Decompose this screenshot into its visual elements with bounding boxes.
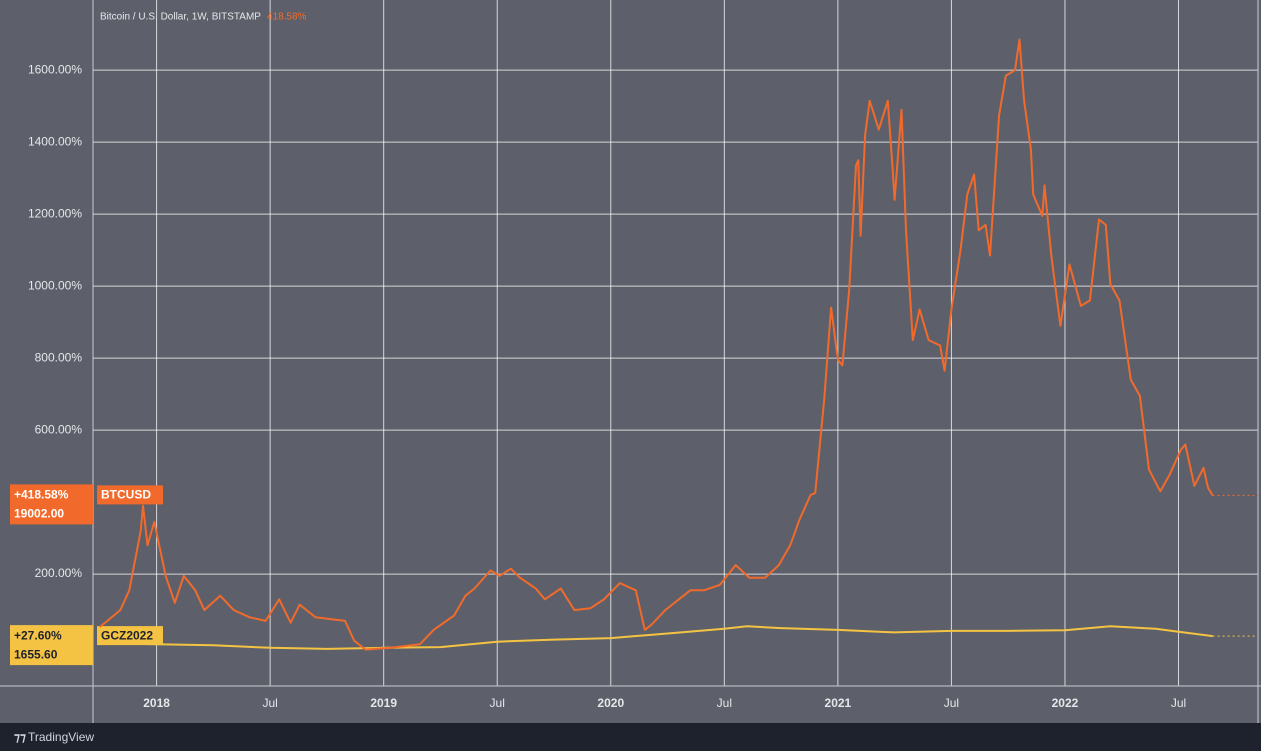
- y-tick-label: 1200.00%: [28, 206, 82, 220]
- y-tick-label: 200.00%: [35, 566, 83, 580]
- series-line: [99, 38, 1214, 651]
- legend-label: BTCUSD: [101, 488, 151, 502]
- badge-percent: +418.58%: [14, 488, 69, 502]
- badge-percent: +27.60%: [14, 628, 62, 642]
- x-tick-label: 2018: [143, 696, 170, 710]
- background: [0, 0, 1261, 723]
- x-tick-label: 2021: [825, 696, 852, 710]
- y-tick-label: 1000.00%: [28, 278, 82, 292]
- badge-price: 1655.60: [14, 647, 58, 661]
- y-tick-label: 800.00%: [35, 350, 83, 364]
- series-name-badge: [97, 485, 163, 505]
- x-tick-label: 2022: [1052, 696, 1079, 710]
- footer-brand: TradingView: [28, 730, 94, 744]
- price-badge: [10, 625, 93, 666]
- x-tick-label: Jul: [944, 696, 959, 710]
- x-tick-label: 2020: [597, 696, 624, 710]
- badge-price: 19002.00: [14, 507, 64, 521]
- title-value: 418.58%: [267, 12, 307, 23]
- x-tick-label: Jul: [1171, 696, 1186, 710]
- y-tick-label: 1600.00%: [28, 62, 82, 76]
- x-tick-label: Jul: [262, 696, 277, 710]
- series-line: [99, 625, 1213, 650]
- footer-bar: [0, 723, 1261, 751]
- x-tick-label: Jul: [490, 696, 505, 710]
- x-tick-label: Jul: [717, 696, 732, 710]
- series-name-badge: [97, 626, 163, 646]
- chart-title: Bitcoin / U.S. Dollar, 1W, BITSTAMP: [100, 12, 261, 23]
- logo-mark: ⁊⁊: [14, 730, 26, 744]
- x-tick-label: 2019: [370, 696, 397, 710]
- price-badge: [10, 484, 93, 525]
- legend-label: GCZ2022: [101, 628, 153, 642]
- y-tick-label: 600.00%: [35, 422, 83, 436]
- y-tick-label: 1400.00%: [28, 134, 82, 148]
